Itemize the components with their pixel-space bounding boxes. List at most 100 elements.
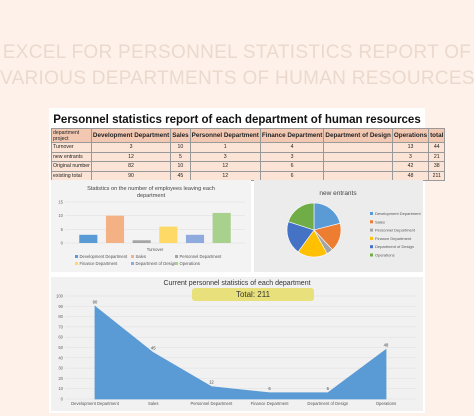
x-tick-label: Finance Department <box>251 401 290 406</box>
legend-label: Department of Design <box>375 244 414 249</box>
table-cell[interactable]: 5 <box>170 151 191 162</box>
table-cell[interactable]: 44 <box>428 142 446 153</box>
x-axis-label: Turnover <box>147 247 164 252</box>
new-entrants-chart-panel[interactable]: new entrants Development Department Sales… <box>254 180 423 272</box>
current-personnel-chart-panel[interactable]: Current personnel statistics of each dep… <box>51 277 423 411</box>
table-header-cell[interactable]: Finance Department <box>259 128 325 143</box>
legend-label: Operations <box>375 253 395 258</box>
total-callout: Total: 211 <box>192 288 314 301</box>
legend-swatch <box>370 212 373 215</box>
sheet-title: Personnel statistics report of each depa… <box>53 114 421 126</box>
bar <box>79 234 98 243</box>
legend-label: Development Department <box>80 254 129 259</box>
legend-swatch <box>175 255 178 258</box>
y-tick-label: 50 <box>58 345 63 350</box>
table-cell[interactable]: 3 <box>391 151 430 162</box>
data-label: 48 <box>384 343 389 348</box>
y-tick-label: 90 <box>58 304 63 309</box>
table-cell[interactable] <box>323 161 393 172</box>
x-tick-label: Department of Design <box>307 401 348 406</box>
bar <box>212 212 231 243</box>
legend-label: Personnel Department <box>375 228 416 233</box>
legend-swatch <box>175 262 178 265</box>
bar <box>132 240 151 243</box>
turnover-chart-panel[interactable]: Statistics on the number of employees le… <box>51 180 251 272</box>
table-cell[interactable]: 12 <box>189 161 261 172</box>
legend-label: Sales <box>136 254 146 259</box>
x-tick-label: Personnel Department <box>190 401 233 406</box>
table-cell[interactable]: 82 <box>90 161 172 172</box>
table-header-cell[interactable]: department project <box>51 128 92 143</box>
legend-swatch <box>370 253 373 257</box>
chart-title: Current personnel statistics of each dep… <box>163 280 310 287</box>
table-header-cell[interactable]: Development Department <box>90 128 172 143</box>
legend-label: Department of Design <box>136 261 177 266</box>
data-label: 12 <box>209 380 214 385</box>
bar <box>105 215 125 243</box>
table-row-label[interactable]: new entrants <box>51 151 92 162</box>
pie-slice <box>313 202 341 231</box>
banner-title-line-2: VARIOUS DEPARTMENTS OF HUMAN RESOURCES <box>0 68 474 89</box>
table-cell[interactable]: 38 <box>428 161 446 172</box>
table-cell[interactable]: 3 <box>90 142 172 153</box>
y-tick-label: 10 <box>58 386 63 391</box>
data-label: 6 <box>327 386 330 391</box>
legend-swatch <box>75 255 78 258</box>
y-tick-label: 0 <box>61 397 64 402</box>
table-row: new entrants 12 5 3 3 3 21 <box>51 151 446 162</box>
banner: EXCEL FOR PERSONNEL STATISTICS REPORT OF… <box>0 0 474 100</box>
legend-label: Development Department <box>375 211 421 216</box>
table-header-row: department project Development Departmen… <box>51 128 446 143</box>
table-cell[interactable]: 1 <box>189 142 261 153</box>
legend-swatch <box>131 262 134 265</box>
table-row-label[interactable]: Turnover <box>51 142 92 153</box>
table-cell[interactable]: 42 <box>391 161 430 172</box>
y-tick-label: 60 <box>58 335 63 340</box>
table-row-label[interactable]: Original number <box>51 161 92 172</box>
y-tick-label: 70 <box>58 324 63 329</box>
data-label: 90 <box>93 299 98 304</box>
table-row: Turnover 3 10 1 4 13 44 <box>51 142 446 153</box>
stats-table: department project Development Departmen… <box>51 128 446 181</box>
y-tick-label: 20 <box>58 376 63 381</box>
table-cell[interactable]: 10 <box>170 161 191 172</box>
table-header-cell[interactable]: Personnel Department <box>189 128 261 143</box>
table-cell[interactable]: 4 <box>259 142 325 153</box>
y-tick-label: 15 <box>58 200 63 205</box>
legend-label: Finance Department <box>80 261 119 266</box>
table-row: existing total 90 45 12 6 48 211 <box>51 170 446 181</box>
pie-slice <box>287 202 315 231</box>
x-tick-label: Sales <box>148 401 158 406</box>
table-cell[interactable]: 21 <box>428 151 446 162</box>
chart-title-line-1: Statistics on the number of employees le… <box>87 186 215 192</box>
table-cell[interactable]: 10 <box>170 142 191 153</box>
table-header-cell[interactable]: Operations <box>391 128 430 143</box>
legend-swatch <box>370 228 373 232</box>
spreadsheet-preview: Personnel statistics report of each depa… <box>49 108 446 413</box>
table-cell[interactable] <box>323 142 393 153</box>
x-tick-label: Development Department <box>71 401 120 406</box>
table-cell[interactable]: 12 <box>90 151 172 162</box>
legend-swatch <box>131 255 134 258</box>
legend-label: Operations <box>180 261 200 266</box>
total-callout-text: Total: 211 <box>235 290 271 299</box>
bar <box>159 226 178 243</box>
table-header-cell[interactable]: Department of Design <box>323 128 393 143</box>
new-entrants-pie-chart: new entrants Development Department Sales… <box>286 190 421 258</box>
table-header-cell[interactable]: total <box>428 128 446 143</box>
table-cell[interactable]: 6 <box>259 161 325 172</box>
table-cell[interactable] <box>323 151 393 162</box>
y-tick-label: 100 <box>56 294 64 299</box>
legend-swatch <box>370 245 373 249</box>
legend-swatch <box>370 220 373 224</box>
table-cell[interactable]: 211 <box>428 170 446 181</box>
data-label: 45 <box>151 346 156 351</box>
table-cell[interactable]: 3 <box>259 151 325 162</box>
table-cell[interactable]: 3 <box>189 151 261 162</box>
banner-title-line-1: EXCEL FOR PERSONNEL STATISTICS REPORT OF <box>2 42 472 63</box>
turnover-bar-chart: Statistics on the number of employees le… <box>58 186 245 266</box>
table-header-cell[interactable]: Sales <box>170 128 191 143</box>
y-tick-label: 0 <box>61 241 64 246</box>
legend-label: Sales <box>375 219 385 224</box>
table-cell[interactable]: 13 <box>391 142 430 153</box>
